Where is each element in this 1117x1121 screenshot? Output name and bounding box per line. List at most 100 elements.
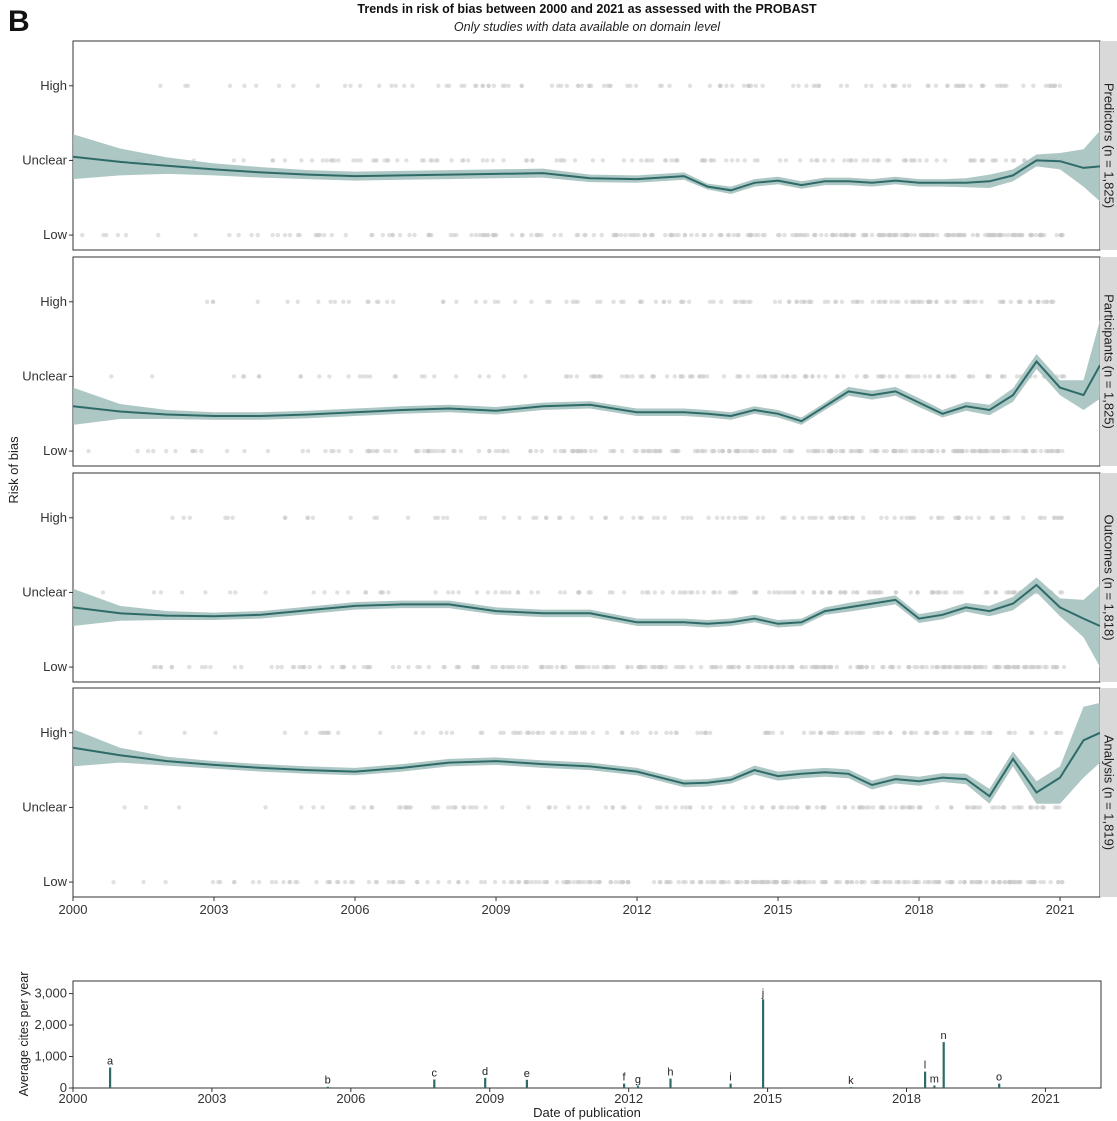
study-point (386, 448, 392, 454)
study-point (1054, 448, 1060, 454)
study-point (971, 805, 977, 810)
study-point (491, 83, 497, 89)
study-point (822, 158, 827, 163)
study-point (834, 664, 840, 670)
study-point (906, 664, 911, 670)
study-point (477, 374, 482, 379)
study-point (1058, 232, 1064, 238)
study-point (570, 515, 575, 520)
bar-letter-label: k (848, 1075, 854, 1087)
study-point (519, 83, 525, 89)
study-point (203, 590, 208, 595)
study-point (1002, 515, 1007, 520)
y-tick-label: Low (43, 443, 67, 458)
study-point (664, 879, 670, 885)
study-point (630, 730, 635, 735)
study-point (568, 374, 574, 379)
study-point (819, 590, 824, 595)
trend-line (72, 155, 1101, 192)
study-point (298, 374, 303, 379)
study-point (475, 664, 480, 670)
study-point (839, 232, 844, 238)
study-point (1060, 879, 1065, 885)
study-point (640, 448, 645, 454)
study-point (441, 448, 447, 454)
study-point (276, 83, 282, 89)
facet-label: Predictors (n = 1,825) (1102, 83, 1117, 208)
study-point (1048, 83, 1053, 89)
study-point (809, 158, 814, 163)
study-point (603, 805, 609, 810)
study-point (855, 299, 860, 304)
study-point (1012, 664, 1018, 670)
study-point (576, 879, 581, 885)
study-point (790, 374, 796, 379)
study-point (1054, 232, 1060, 238)
citation-bar (326, 1086, 329, 1088)
citation-bar (623, 1083, 626, 1088)
study-point (505, 664, 510, 670)
study-point (1060, 448, 1065, 454)
study-point (993, 590, 998, 595)
study-point (444, 83, 449, 89)
study-point (442, 664, 447, 670)
study-point (844, 232, 849, 238)
study-point (208, 664, 213, 670)
study-point (904, 299, 909, 304)
study-point (342, 879, 348, 885)
study-point (669, 158, 674, 163)
study-point (915, 590, 920, 595)
study-point (483, 805, 488, 810)
study-point (577, 590, 582, 595)
bar-x-tick-label: 2000 (59, 1091, 88, 1106)
study-point (751, 590, 757, 595)
study-point (104, 232, 109, 238)
panel-frame (72, 256, 1101, 467)
study-point (649, 664, 655, 670)
study-point (343, 232, 348, 238)
study-point (969, 158, 974, 163)
study-point (908, 374, 913, 379)
study-point (290, 664, 296, 670)
study-point (816, 374, 821, 379)
study-point (842, 515, 847, 520)
study-point (687, 83, 693, 89)
study-point (153, 664, 159, 670)
study-point (317, 374, 322, 379)
study-point (364, 374, 369, 379)
citation-bar (729, 1083, 732, 1088)
study-point (983, 664, 988, 670)
study-point (858, 805, 863, 810)
study-point (626, 879, 631, 885)
study-point (377, 83, 382, 89)
study-point (725, 232, 730, 238)
study-point (1046, 448, 1051, 454)
study-point (589, 515, 594, 520)
study-point (336, 879, 341, 885)
study-point (575, 299, 580, 304)
panel-frame (72, 40, 1101, 251)
study-point (640, 590, 645, 595)
study-point (705, 374, 710, 379)
study-point (282, 730, 288, 735)
study-point (342, 83, 348, 89)
study-point (672, 374, 677, 379)
study-point (819, 730, 824, 735)
study-point (680, 879, 686, 885)
study-point (726, 879, 731, 885)
study-point (992, 232, 997, 238)
study-point (813, 158, 819, 163)
study-point (506, 83, 511, 89)
x-tick-label: 2006 (341, 902, 370, 917)
study-point (937, 515, 942, 520)
study-point (790, 805, 795, 810)
study-point (922, 879, 927, 885)
study-point (410, 83, 415, 89)
study-point (558, 590, 563, 595)
study-point (915, 299, 921, 304)
study-point (788, 590, 793, 595)
y-tick-label: Unclear (22, 152, 67, 167)
study-point (663, 158, 669, 163)
study-point (1012, 158, 1017, 163)
facet-strip (1100, 688, 1117, 897)
